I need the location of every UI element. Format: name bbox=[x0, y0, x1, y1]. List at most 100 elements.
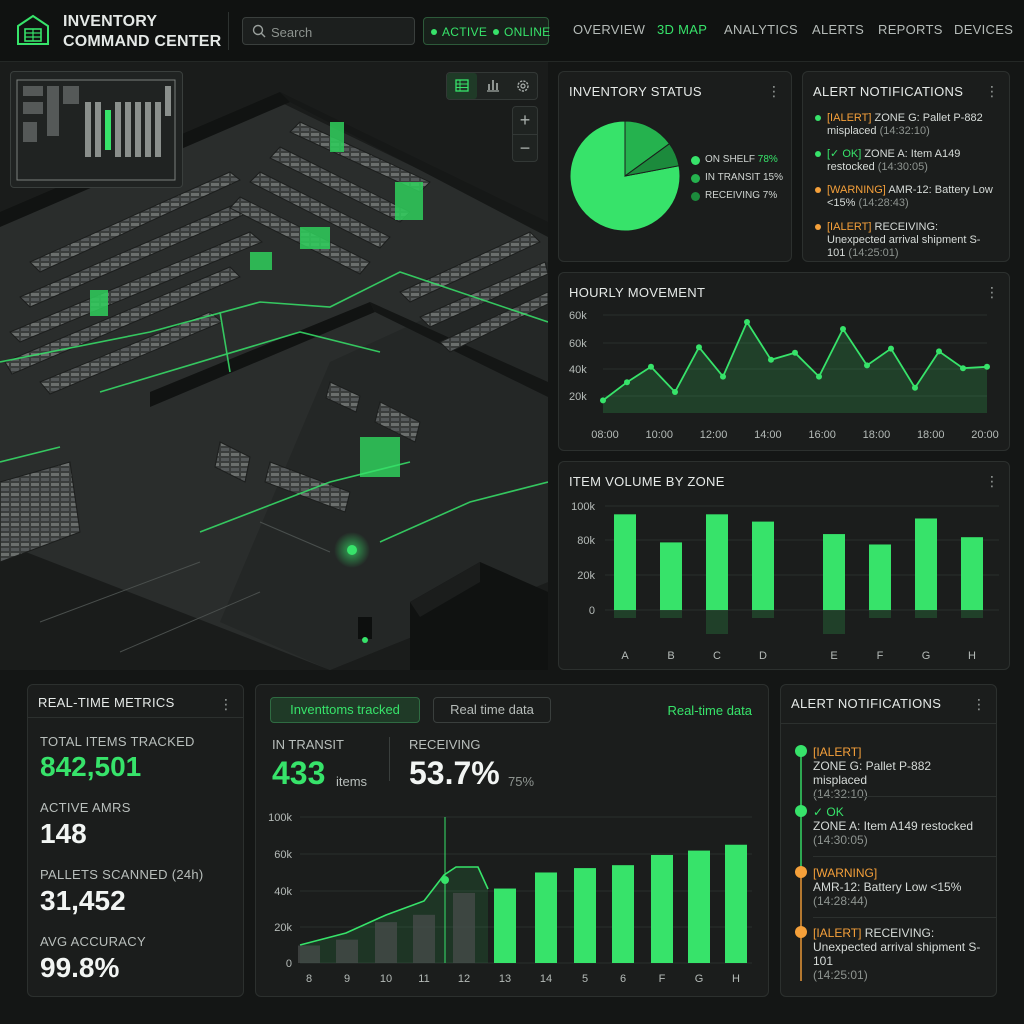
alert-text: RECEIVING: Unexpected arrival shipment S… bbox=[827, 221, 981, 259]
more-icon[interactable]: ⋮ bbox=[219, 696, 233, 712]
hourly-movement-chart: 60k 60k 40k 20k 08:00 10:00 12:00 14:00 16:00 18:… bbox=[569, 310, 999, 441]
alert-text: RECEIVING: Unexpected arrival shipment S… bbox=[813, 926, 981, 968]
alert-tag: [IALERT] bbox=[827, 112, 872, 124]
more-icon[interactable]: ⋮ bbox=[985, 284, 999, 300]
x-tick-label: G bbox=[922, 650, 931, 662]
map-settings-button[interactable] bbox=[508, 73, 538, 99]
line-point bbox=[648, 363, 654, 370]
metric-pallets-value: 31,452 bbox=[40, 885, 126, 916]
bar-zone-H bbox=[961, 537, 983, 610]
line-point bbox=[792, 349, 798, 356]
tab-items-tracked[interactable]: Inventtoms tracked bbox=[270, 697, 420, 723]
zoom-controls: + − bbox=[512, 106, 538, 162]
alert-item[interactable]: [IALERT] ZONE G: Pallet P-882 misplaced … bbox=[795, 745, 996, 801]
alert-timeline bbox=[800, 751, 802, 981]
line-point bbox=[984, 363, 990, 370]
legend-dot-icon bbox=[691, 192, 700, 201]
alert-time: (14:28:43) bbox=[858, 197, 909, 209]
alert-tag: [WARNING] bbox=[813, 866, 878, 880]
alert-time: (14:25:01) bbox=[813, 968, 868, 982]
more-icon[interactable]: ⋮ bbox=[985, 83, 999, 99]
warning-dot-icon bbox=[815, 187, 821, 193]
more-icon[interactable]: ⋮ bbox=[972, 696, 986, 712]
y-tick-label: 0 bbox=[589, 605, 595, 617]
alert-tag: [IALERT] bbox=[827, 221, 872, 233]
alert-item[interactable]: ✓ OK ZONE A: Item A149 restocked (14:30:… bbox=[795, 805, 996, 857]
line-point bbox=[960, 365, 966, 372]
search-input[interactable] bbox=[271, 22, 409, 42]
y-tick-label: 80k bbox=[577, 535, 595, 547]
x-tick-label: 8 bbox=[306, 973, 312, 985]
inventory-pie-chart bbox=[569, 120, 681, 232]
table-view-button[interactable] bbox=[447, 73, 477, 99]
metric-active-amrs-value: 148 bbox=[40, 818, 87, 849]
x-tick-label: 12 bbox=[458, 973, 470, 985]
status-active: ACTIVE bbox=[442, 25, 488, 39]
nav-overview[interactable]: OVERVIEW bbox=[573, 22, 646, 37]
realtime-metrics-panel: REAL-TIME METRICS ⋮ TOTAL ITEMS TRACKED … bbox=[27, 684, 244, 997]
alert-item[interactable]: [IALERT] RECEIVING: Unexpected arrival s… bbox=[795, 926, 985, 986]
x-tick-label: 13 bbox=[499, 973, 511, 985]
nav-3d-map[interactable]: 3D MAP bbox=[657, 22, 708, 37]
alert-item[interactable]: [WARNING] AMR-12: Battery Low <15% (14:2… bbox=[815, 184, 993, 212]
bar-reflection bbox=[614, 610, 636, 618]
legend-dot-icon bbox=[691, 156, 700, 165]
tracking-chart: 100k 60k 40k 20k 0 8 9 10 11 12 13 14 5 6 F G H bbox=[268, 812, 752, 985]
realtime-metrics-title: REAL-TIME METRICS bbox=[38, 695, 175, 710]
y-tick-label: 60k bbox=[274, 849, 292, 861]
bar-13 bbox=[494, 888, 516, 963]
online-dot-icon bbox=[493, 29, 499, 35]
alert-time: (14:32:10) bbox=[879, 125, 930, 137]
alert-item[interactable]: [IALERT] ZONE G: Pallet P-882 misplaced … bbox=[815, 112, 991, 140]
alert-notifications-title: ALERT NOTIFICATIONS bbox=[791, 696, 942, 711]
alert-text: AMR-12: Battery Low <15% bbox=[813, 880, 962, 894]
x-tick-label: A bbox=[621, 650, 629, 662]
line-point bbox=[816, 373, 822, 380]
tracking-panel: Inventtoms tracked Real time data Real-t… bbox=[255, 684, 769, 997]
bar-9 bbox=[336, 939, 358, 963]
nav-alerts[interactable]: ALERTS bbox=[812, 22, 865, 37]
x-tick-label: 10 bbox=[380, 973, 392, 985]
bar-14 bbox=[535, 872, 557, 963]
nav-devices[interactable]: DEVICES bbox=[954, 22, 1014, 37]
nav-analytics[interactable]: ANALYTICS bbox=[724, 22, 798, 37]
y-tick-label: 60k bbox=[569, 338, 587, 350]
bar-reflection bbox=[706, 610, 728, 634]
minimap[interactable] bbox=[10, 71, 183, 188]
line-point bbox=[744, 319, 750, 325]
line-point bbox=[672, 389, 678, 395]
tab-real-time-data[interactable]: Real time data bbox=[433, 697, 551, 723]
x-tick-label: 08:00 bbox=[591, 429, 619, 441]
alert-item[interactable]: [✓ OK] ZONE A: Item A149 restocked (14:3… bbox=[815, 148, 991, 176]
x-tick-label: F bbox=[877, 650, 884, 662]
system-status: ACTIVE ONLINE bbox=[423, 17, 550, 45]
alert-time: (14:28:44) bbox=[813, 894, 868, 908]
search-icon bbox=[252, 24, 266, 38]
trend-area bbox=[300, 867, 488, 963]
zoom-out-button[interactable]: − bbox=[513, 134, 537, 161]
item-volume-title: ITEM VOLUME BY ZONE bbox=[569, 474, 725, 489]
more-icon[interactable]: ⋮ bbox=[985, 473, 999, 489]
search-box[interactable] bbox=[242, 17, 415, 45]
nav-reports[interactable]: REPORTS bbox=[878, 22, 943, 37]
more-icon[interactable]: ⋮ bbox=[767, 83, 781, 99]
line-point bbox=[840, 326, 846, 332]
legend-in-transit-value: 15% bbox=[762, 172, 783, 183]
bar-8 bbox=[298, 945, 320, 963]
in-transit-unit: items bbox=[336, 774, 368, 789]
metric-active-amrs-label: ACTIVE AMRS bbox=[40, 800, 131, 815]
line-area bbox=[603, 322, 987, 413]
stat-divider bbox=[389, 737, 390, 781]
zoom-in-button[interactable]: + bbox=[519, 110, 531, 130]
metric-accuracy-label: AVG ACCURACY bbox=[40, 934, 146, 949]
chart-view-button[interactable] bbox=[478, 73, 508, 99]
alert-tag: [WARNING] bbox=[827, 184, 886, 196]
y-tick-label: 40k bbox=[274, 886, 292, 898]
alert-text: ZONE G: Pallet P-882 misplaced bbox=[827, 112, 983, 137]
alert-item[interactable]: [WARNING] AMR-12: Battery Low <15% (14:2… bbox=[795, 866, 996, 918]
alert-text: AMR-12: Battery Low <15% bbox=[827, 184, 993, 209]
map-view-toolbar bbox=[446, 72, 538, 100]
bar-zone-G bbox=[915, 518, 937, 610]
alert-item[interactable]: [IALERT] RECEIVING: Unexpected arrival s… bbox=[815, 221, 991, 259]
y-tick-label: 40k bbox=[569, 364, 587, 376]
